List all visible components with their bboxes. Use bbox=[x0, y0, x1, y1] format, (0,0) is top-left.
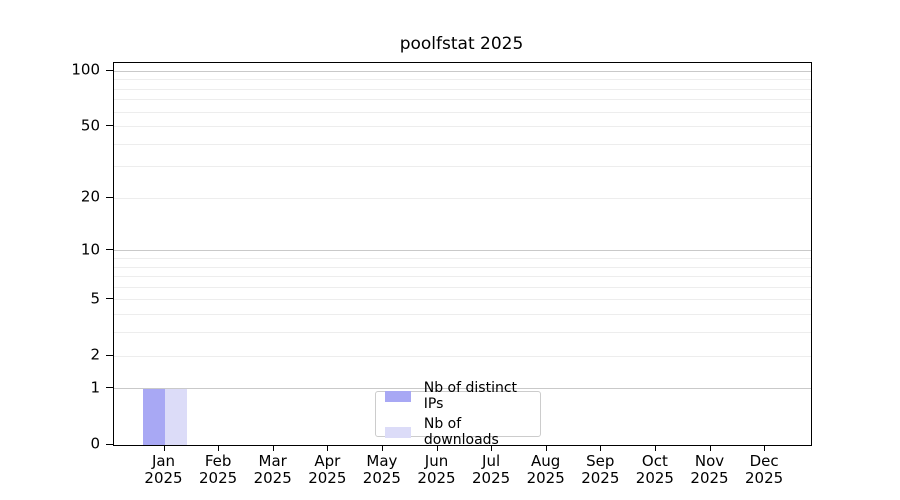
y-tick-label: 5 bbox=[90, 289, 100, 308]
x-tick-year: 2025 bbox=[362, 469, 401, 487]
minor-gridline bbox=[114, 332, 811, 334]
y-tick-label: 0 bbox=[90, 434, 100, 453]
x-tick-mark bbox=[709, 445, 711, 451]
chart-title: poolfstat 2025 bbox=[399, 34, 524, 54]
x-tick-month: Jul bbox=[482, 452, 501, 470]
x-tick-label: Dec 2025 bbox=[745, 453, 783, 487]
x-tick-month: Aug bbox=[531, 452, 561, 470]
bar-distinct-ips bbox=[142, 388, 165, 445]
minor-gridline bbox=[114, 166, 811, 168]
minor-gridline bbox=[114, 197, 811, 199]
x-tick-year: 2025 bbox=[581, 469, 620, 487]
y-tick-label: 10 bbox=[80, 240, 100, 259]
x-tick-year: 2025 bbox=[745, 469, 784, 487]
x-tick-month: Nov bbox=[694, 452, 725, 470]
x-tick-year: 2025 bbox=[635, 469, 674, 487]
legend-label-downloads: Nb of downloads bbox=[423, 416, 499, 448]
x-tick-year: 2025 bbox=[472, 469, 511, 487]
x-tick-mark bbox=[654, 445, 656, 451]
y-tick-mark bbox=[106, 443, 113, 445]
x-tick-month: Oct bbox=[641, 452, 668, 470]
legend-item-downloads: Nb of downloads bbox=[385, 416, 540, 448]
x-tick-month: Dec bbox=[749, 452, 779, 470]
x-tick-mark bbox=[327, 445, 329, 451]
x-tick-label: Oct 2025 bbox=[636, 453, 674, 487]
x-tick-label: Mar 2025 bbox=[254, 453, 292, 487]
minor-gridline bbox=[114, 257, 811, 259]
y-tick-mark bbox=[106, 125, 113, 127]
y-tick-mark bbox=[106, 69, 113, 71]
minor-gridline bbox=[114, 111, 811, 113]
minor-gridline bbox=[114, 266, 811, 268]
x-tick-month: Sep bbox=[586, 452, 615, 470]
minor-gridline bbox=[114, 286, 811, 288]
x-tick-mark bbox=[272, 445, 274, 451]
x-tick-mark bbox=[218, 445, 220, 451]
y-tick-mark bbox=[106, 354, 113, 356]
major-gridline bbox=[114, 388, 811, 390]
minor-gridline bbox=[114, 79, 811, 81]
x-tick-mark bbox=[545, 445, 547, 451]
y-tick-mark bbox=[106, 196, 113, 198]
x-tick-mark bbox=[491, 445, 493, 451]
minor-gridline bbox=[114, 126, 811, 128]
y-tick-mark bbox=[106, 249, 113, 251]
legend: Nb of distinct IPs Nb of downloads bbox=[375, 380, 541, 448]
x-tick-label: Jul 2025 bbox=[472, 453, 510, 487]
x-tick-year: 2025 bbox=[253, 469, 292, 487]
bar-downloads bbox=[164, 388, 187, 445]
legend-label-distinct-ips: Nb of distinct IPs bbox=[423, 380, 518, 412]
x-tick-label: Feb 2025 bbox=[199, 453, 237, 487]
x-tick-year: 2025 bbox=[526, 469, 565, 487]
x-tick-month: Jun bbox=[424, 452, 449, 470]
x-tick-year: 2025 bbox=[199, 469, 238, 487]
y-tick-label: 1 bbox=[90, 378, 100, 397]
x-tick-month: Feb bbox=[204, 452, 232, 470]
x-tick-label: Jun 2025 bbox=[417, 453, 455, 487]
y-tick-label: 100 bbox=[71, 60, 100, 79]
legend-swatch-downloads bbox=[385, 426, 411, 438]
x-tick-label: Apr 2025 bbox=[308, 453, 346, 487]
y-tick-label: 50 bbox=[80, 116, 100, 135]
minor-gridline bbox=[114, 314, 811, 316]
y-tick-label: 20 bbox=[80, 187, 100, 206]
legend-item-distinct-ips: Nb of distinct IPs bbox=[385, 380, 540, 412]
minor-gridline bbox=[114, 143, 811, 145]
minor-gridline bbox=[114, 99, 811, 101]
major-gridline bbox=[114, 250, 811, 252]
x-tick-label: Jan 2025 bbox=[144, 453, 182, 487]
x-tick-label: Aug 2025 bbox=[527, 453, 565, 487]
x-tick-month: Mar bbox=[258, 452, 287, 470]
major-gridline bbox=[114, 70, 811, 72]
legend-swatch-distinct-ips bbox=[385, 390, 411, 402]
x-tick-month: Apr bbox=[314, 452, 341, 470]
x-tick-year: 2025 bbox=[417, 469, 456, 487]
x-tick-year: 2025 bbox=[308, 469, 347, 487]
minor-gridline bbox=[114, 299, 811, 301]
x-tick-label: Sep 2025 bbox=[581, 453, 619, 487]
x-tick-mark bbox=[381, 445, 383, 451]
x-tick-month: May bbox=[366, 452, 398, 470]
x-tick-year: 2025 bbox=[144, 469, 183, 487]
minor-gridline bbox=[114, 88, 811, 90]
x-tick-mark bbox=[436, 445, 438, 451]
minor-gridline bbox=[114, 355, 811, 357]
minor-gridline bbox=[114, 276, 811, 278]
y-tick-label: 2 bbox=[90, 345, 100, 364]
x-tick-mark bbox=[163, 445, 165, 451]
x-tick-mark bbox=[600, 445, 602, 451]
y-tick-mark bbox=[106, 387, 113, 389]
x-tick-year: 2025 bbox=[690, 469, 729, 487]
y-tick-mark bbox=[106, 298, 113, 300]
plot-area: Nb of distinct IPs Nb of downloads bbox=[113, 62, 812, 448]
x-tick-mark bbox=[764, 445, 766, 451]
x-tick-label: Nov 2025 bbox=[690, 453, 728, 487]
x-tick-label: May 2025 bbox=[363, 453, 401, 487]
x-tick-month: Jan bbox=[151, 452, 176, 470]
